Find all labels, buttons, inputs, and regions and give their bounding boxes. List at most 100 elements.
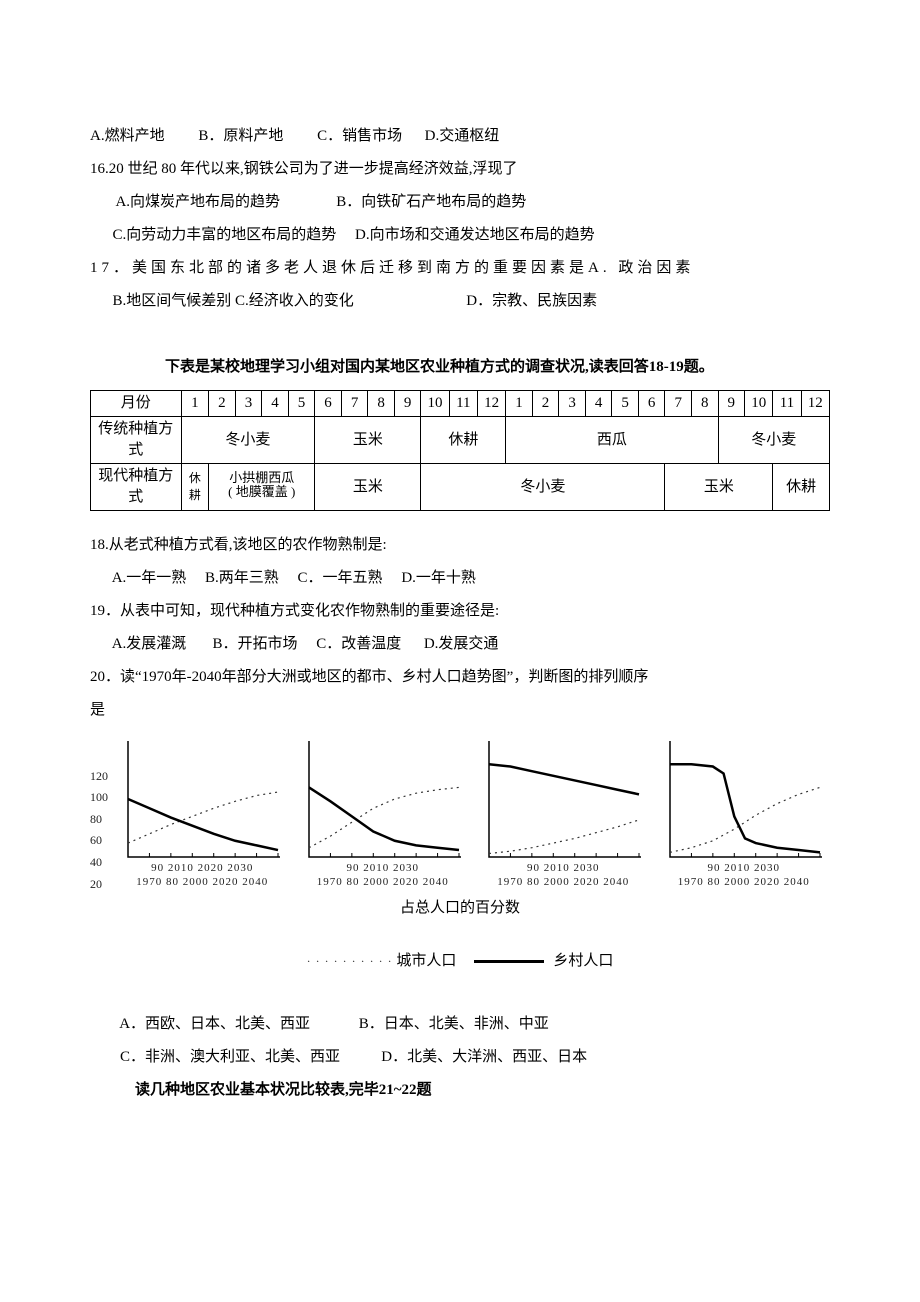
chart-svg bbox=[303, 739, 463, 859]
q15-d: D.交通枢纽 bbox=[425, 128, 500, 144]
row-modern-cell: 休耕 bbox=[773, 464, 830, 511]
row-traditional-label: 传统种植方式 bbox=[91, 417, 182, 464]
q17-d: D．宗教、民族因素 bbox=[466, 293, 597, 309]
row-traditional-cell: 休耕 bbox=[421, 417, 506, 464]
intro-21-22: 读几种地区农业基本状况比较表,完毕21~22题 bbox=[90, 1074, 830, 1107]
month-cell: 5 bbox=[288, 391, 315, 417]
month-cell: 11 bbox=[773, 391, 801, 417]
y-ticks: 120 100 80 60 40 20 bbox=[90, 770, 108, 890]
q16-row2: C.向劳动力丰富的地区布局的趋势 D.向市场和交通发达地区布局的趋势 bbox=[90, 219, 830, 252]
row-traditional-cell: 西瓜 bbox=[506, 417, 718, 464]
month-cell: 11 bbox=[449, 391, 477, 417]
chart-svg bbox=[483, 739, 643, 859]
ytick: 20 bbox=[90, 878, 108, 890]
q18-opts: A.一年一熟 B.两年三熟 C．一年五熟 D.一年十熟 bbox=[90, 562, 830, 595]
month-cell: 10 bbox=[745, 391, 773, 417]
q19-a: A.发展灌溉 bbox=[112, 636, 187, 652]
q19-c: C．改善温度 bbox=[316, 636, 401, 652]
ytick: 60 bbox=[90, 834, 108, 846]
q20-opts-row2: C．非洲、澳大利亚、北美、西亚 D．北美、大洋洲、西亚、日本 bbox=[90, 1041, 830, 1074]
q17-c: C.经济收入的变化 bbox=[235, 293, 354, 309]
month-cell: 4 bbox=[585, 391, 612, 417]
q19-d: D.发展交通 bbox=[424, 636, 499, 652]
month-cell: 12 bbox=[801, 391, 829, 417]
q16-stem: 16.20 世纪 80 年代以来,钢铁公司为了进一步提高经济效益,浮现了 bbox=[90, 153, 830, 186]
q19-b: B．开拓市场 bbox=[213, 636, 298, 652]
chart-1: 90 2010 2020 20301970 80 2000 2020 2040 bbox=[116, 739, 289, 890]
month-cell: 6 bbox=[638, 391, 665, 417]
month-cell: 6 bbox=[315, 391, 342, 417]
q20-c: C．非洲、澳大利亚、北美、西亚 bbox=[120, 1049, 340, 1065]
month-cell: 10 bbox=[421, 391, 449, 417]
legend-urban-line: · · · · · · · · · · bbox=[307, 948, 393, 974]
ytick: 100 bbox=[90, 791, 108, 803]
row-traditional-cell: 玉米 bbox=[315, 417, 421, 464]
month-cell: 9 bbox=[394, 391, 421, 417]
legend-rural-label: 乡村人口 bbox=[553, 953, 613, 969]
q18-stem: 18.从老式种植方式看,该地区的农作物熟制是: bbox=[90, 529, 830, 562]
month-cell: 8 bbox=[368, 391, 395, 417]
chart-xlabels: 90 2010 2020 20301970 80 2000 2020 2040 bbox=[136, 861, 268, 890]
q20-opts-row1: A．西欧、日本、北美、西亚 B．日本、北美、非洲、中亚 bbox=[90, 1008, 830, 1041]
q16-c: C.向劳动力丰富的地区布局的趋势 bbox=[113, 227, 337, 243]
intro-18-19: 下表是某校地理学习小组对国内某地区农业种植方式的调查状况,读表回答18-19题。 bbox=[90, 351, 830, 384]
ytick: 40 bbox=[90, 856, 108, 868]
q15-a: A.燃料产地 bbox=[90, 128, 165, 144]
legend-rural-line bbox=[474, 960, 544, 963]
q17-line2: B.地区间气候差别 C.经济收入的变化 D．宗教、民族因素 bbox=[90, 285, 830, 318]
chart-svg bbox=[664, 739, 824, 859]
q15-options: A.燃料产地 B．原料产地 C．销售市场 D.交通枢纽 bbox=[90, 120, 830, 153]
q19-opts: A.发展灌溉 B．开拓市场 C．改善温度 D.发展交通 bbox=[90, 628, 830, 661]
ytick: 80 bbox=[90, 813, 108, 825]
row-traditional-cell: 冬小麦 bbox=[181, 417, 315, 464]
q15-b: B．原料产地 bbox=[198, 128, 283, 144]
farming-table: 月份123456789101112123456789101112传统种植方式冬小… bbox=[90, 390, 830, 511]
charts-row: 120 100 80 60 40 20 90 2010 2020 20301970 80 … bbox=[90, 739, 830, 890]
month-cell: 5 bbox=[612, 391, 639, 417]
chart-3: 90 2010 20301970 80 2000 2020 2040 bbox=[477, 739, 650, 890]
month-cell: 3 bbox=[235, 391, 262, 417]
month-cell: 1 bbox=[181, 391, 209, 417]
q16-b: B．向铁矿石产地布局的趋势 bbox=[336, 194, 526, 210]
q17-stem: 17．美国东北部的诸多老人退休后迁移到南方的重要因素是 bbox=[90, 260, 588, 276]
q16-row1: A.向煤炭产地布局的趋势 B．向铁矿石产地布局的趋势 bbox=[90, 186, 830, 219]
row-traditional-cell: 冬小麦 bbox=[718, 417, 830, 464]
charts-legend: · · · · · · · · · · 城市人口 乡村人口 bbox=[90, 945, 830, 978]
chart-svg bbox=[122, 739, 282, 859]
q17-line1: 17．美国东北部的诸多老人退休后迁移到南方的重要因素是A. 政治因素 bbox=[90, 252, 830, 285]
row-modern-cell: 小拱棚西瓜( 地膜覆盖 ) bbox=[209, 464, 315, 511]
legend-urban-label: 城市人口 bbox=[396, 953, 456, 969]
row-modern-cell: 玉米 bbox=[665, 464, 773, 511]
ytick: 120 bbox=[90, 770, 108, 782]
q16-d: D.向市场和交通发达地区布局的趋势 bbox=[355, 227, 595, 243]
q18-a: A.一年一熟 bbox=[112, 570, 187, 586]
month-cell: 7 bbox=[341, 391, 368, 417]
intro-21-22-text: 读几种地区农业基本状况比较表,完毕21~22题 bbox=[135, 1082, 432, 1098]
month-cell: 4 bbox=[262, 391, 289, 417]
month-cell: 1 bbox=[506, 391, 533, 417]
q16-a: A.向煤炭产地布局的趋势 bbox=[115, 194, 280, 210]
q18-b: B.两年三熟 bbox=[205, 570, 279, 586]
q18-d: D.一年十熟 bbox=[401, 570, 476, 586]
q17-a: A. 政治因素 bbox=[588, 260, 694, 276]
q19-stem: 19．从表中可知，现代种植方式变化农作物熟制的重要途径是: bbox=[90, 595, 830, 628]
page: A.燃料产地 B．原料产地 C．销售市场 D.交通枢纽 16.20 世纪 80 … bbox=[0, 0, 920, 1167]
row-modern-cell: 休耕 bbox=[181, 464, 209, 511]
charts-caption: 占总人口的百分数 bbox=[90, 892, 830, 925]
month-cell: 2 bbox=[532, 391, 559, 417]
chart-xlabels: 90 2010 20301970 80 2000 2020 2040 bbox=[497, 861, 629, 890]
row-modern-cell: 玉米 bbox=[315, 464, 421, 511]
month-cell: 12 bbox=[477, 391, 505, 417]
q20-d: D．北美、大洋洲、西亚、日本 bbox=[381, 1049, 587, 1065]
q15-c: C．销售市场 bbox=[317, 128, 402, 144]
q20-a: A．西欧、日本、北美、西亚 bbox=[119, 1016, 310, 1032]
q17-b: B.地区间气候差别 bbox=[113, 293, 232, 309]
month-cell: 2 bbox=[209, 391, 236, 417]
q18-c: C．一年五熟 bbox=[298, 570, 383, 586]
charts: 120 100 80 60 40 20 90 2010 2020 20301970 80 … bbox=[90, 739, 830, 978]
chart-2: 90 2010 20301970 80 2000 2020 2040 bbox=[297, 739, 470, 890]
chart-4: 90 2010 20301970 80 2000 2020 2040 bbox=[658, 739, 831, 890]
q20-b: B．日本、北美、非洲、中亚 bbox=[359, 1016, 549, 1032]
q20-stem1: 20．读“1970年-2040年部分大洲或地区的都市、乡村人口趋势图”，判断图的… bbox=[90, 661, 830, 694]
month-cell: 7 bbox=[665, 391, 692, 417]
